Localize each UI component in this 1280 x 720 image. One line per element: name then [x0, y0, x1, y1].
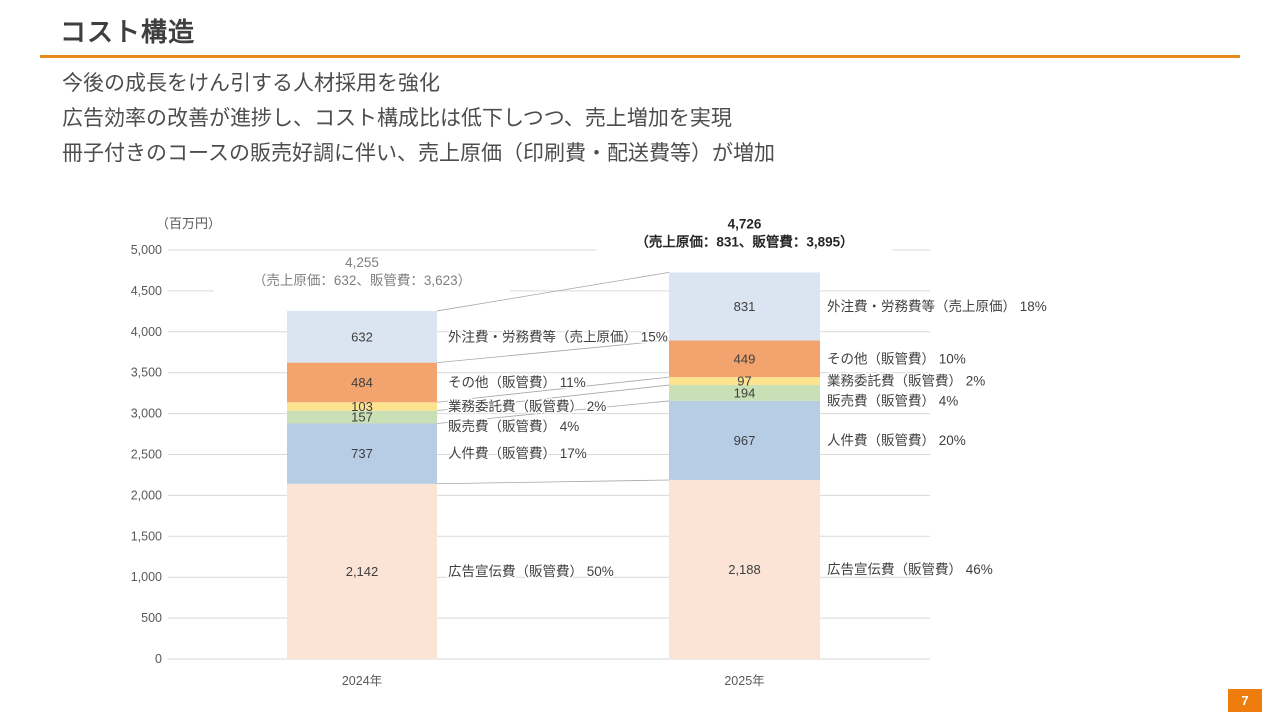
category-label: 業務委託費（販管費） 2% — [827, 374, 985, 389]
y-axis-tick-label: 1,500 — [131, 529, 162, 543]
page-number-badge: 7 — [1228, 689, 1262, 712]
category-label: その他（販管費） 11% — [448, 375, 586, 390]
segment-value-label: 831 — [734, 299, 756, 314]
category-label: 広告宣伝費（販管費） 50% — [448, 564, 614, 579]
category-label: 広告宣伝費（販管費） 46% — [827, 562, 993, 577]
bar-segment — [669, 377, 820, 386]
title-underline — [40, 55, 1240, 58]
bar-total-breakdown: （売上原価：831、販管費：3,895） — [635, 233, 853, 249]
y-axis-tick-label: 0 — [155, 652, 162, 666]
segment-connector-line — [436, 376, 670, 403]
bar-total-value: 4,255 — [345, 255, 379, 270]
segment-value-label: 449 — [734, 351, 756, 366]
segment-value-label: 484 — [351, 375, 373, 390]
bar-segment — [287, 402, 437, 411]
description-line-1: 今後の成長をけん引する人材採用を強化 — [62, 72, 440, 95]
y-axis-unit-label: （百万円） — [156, 216, 221, 231]
category-label: 外注費・労務費等（売上原価） 15% — [448, 328, 668, 344]
segment-value-label: 97 — [737, 374, 751, 389]
description-line-2: 広告効率の改善が進捗し、コスト構成比は低下しつつ、売上増加を実現 — [62, 107, 732, 130]
cost-structure-chart: 0 500 1,000 1,500 2,000 2,500 3,000 3,500 4,000 4… — [131, 216, 1049, 688]
segment-connector-line — [436, 400, 670, 424]
bar-segment — [287, 423, 437, 484]
category-label: 外注費・労務費等（売上原価） 18% — [827, 298, 1047, 314]
category-label: その他（販管費） 10% — [827, 351, 966, 366]
description-line-3: 冊子付きのコースの販売好調に伴い、売上原価（印刷費・配送費等）が増加 — [62, 142, 775, 165]
y-axis-tick-label: 500 — [141, 611, 162, 625]
segment-value-label: 157 — [351, 410, 373, 425]
segment-value-label: 103 — [351, 399, 373, 414]
segment-connector-line — [436, 384, 670, 412]
y-axis-tick-label: 3,500 — [131, 366, 162, 380]
bar-segment — [287, 362, 437, 403]
bar-2024年 — [287, 310, 437, 659]
segment-value-label: 737 — [351, 446, 373, 461]
bar-segment — [669, 385, 820, 401]
y-axis-tick-label: 3,000 — [131, 407, 162, 421]
bar-segment — [287, 483, 437, 659]
segment-connector-line — [436, 339, 670, 364]
category-label: 業務委託費（販管費） 2% — [448, 399, 606, 414]
segment-value-label: 2,142 — [346, 564, 379, 579]
segment-connector-line — [436, 479, 670, 485]
segment-value-label: 194 — [734, 385, 756, 400]
category-label: 販売費（販管費） 4% — [827, 394, 958, 409]
y-axis-tick-label: 2,500 — [131, 448, 162, 462]
bar-total-value: 4,726 — [728, 216, 762, 231]
y-axis-tick-label: 1,000 — [131, 570, 162, 584]
description-block: 今後の成長をけん引する人材採用を強化 広告効率の改善が進捗し、コスト構成比は低下… — [62, 66, 1212, 171]
y-axis-tick-label: 4,000 — [131, 325, 162, 339]
bar-segment — [669, 400, 820, 481]
y-axis-tick-label: 5,000 — [131, 243, 162, 257]
total-label-backing — [596, 216, 893, 257]
bar-segment — [287, 310, 437, 363]
bar-2025年 — [669, 272, 820, 659]
category-label: 人件費（販管費） 20% — [827, 433, 966, 448]
bar-segment — [669, 272, 820, 341]
segment-connector-line — [436, 272, 670, 312]
y-axis-tick-label: 4,500 — [131, 284, 162, 298]
x-axis-category-label: 2024年 — [342, 674, 382, 688]
chart-area: 0 500 1,000 1,500 2,000 2,500 3,000 3,500 4,000 4… — [110, 200, 1120, 715]
segment-value-label: 2,188 — [728, 562, 761, 577]
y-axis-tick-label: 2,000 — [131, 488, 162, 502]
segment-value-label: 632 — [351, 329, 373, 344]
bar-segment — [669, 340, 820, 378]
category-label: 販売費（販管費） 4% — [448, 419, 579, 434]
bar-segment — [669, 480, 820, 659]
x-axis-category-label: 2025年 — [724, 674, 764, 688]
bar-total-breakdown: （売上原価：632、販管費：3,623） — [253, 273, 471, 288]
bar-segment — [287, 410, 437, 424]
category-label: 人件費（販管費） 17% — [448, 446, 587, 461]
page-title: コスト構造 — [60, 17, 196, 47]
segment-value-label: 967 — [734, 433, 756, 448]
total-label-backing — [214, 254, 510, 295]
